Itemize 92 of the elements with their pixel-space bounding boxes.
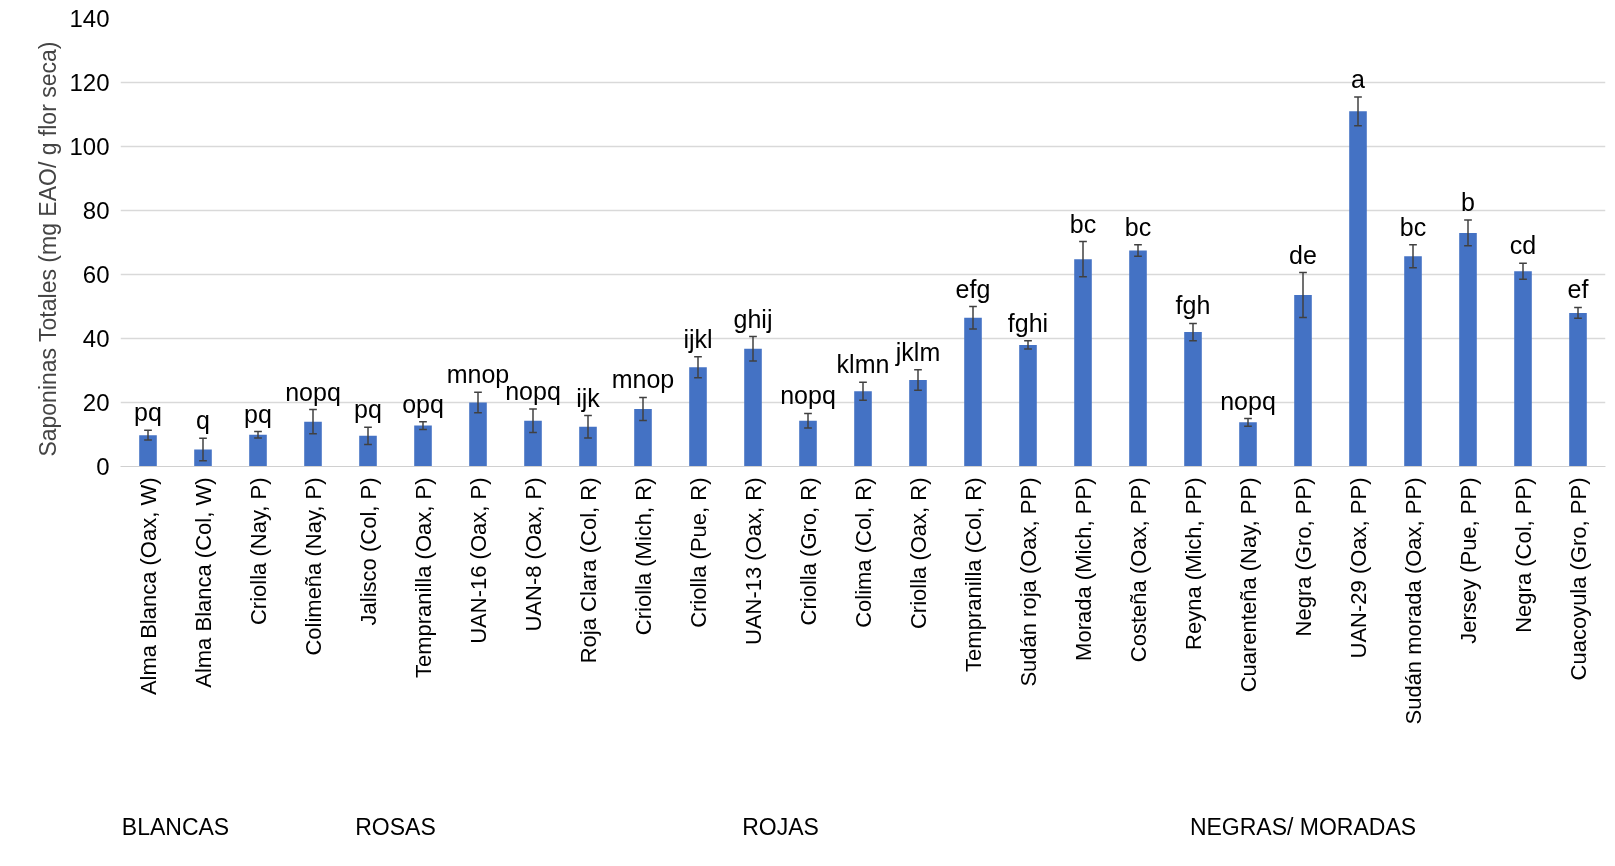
x-tick-label: Negra (Gro, PP) (1290, 477, 1316, 637)
data-label: ef (1567, 275, 1589, 304)
x-tick-label: Criolla (Oax, R) (905, 477, 931, 630)
x-tick-label: Criolla (Mich, R) (630, 477, 656, 636)
text: ROSAS (355, 813, 436, 840)
bar (1349, 111, 1367, 467)
bar (194, 449, 212, 467)
x-tick-label: Roja Clara (Col, R) (575, 477, 601, 664)
data-label: pq (244, 399, 272, 428)
bar (414, 425, 432, 467)
x-tick-label: Alma Blanca (Oax, W) (135, 477, 161, 696)
data-label: fghi (1007, 308, 1049, 337)
data-label: nopq (780, 381, 836, 410)
x-tick-label: Jalisco (Col, P) (355, 477, 381, 626)
x-tick-label: UAN-13 (Oax, R) (740, 477, 766, 645)
x-tick-label: Criolla (Gro, R) (795, 477, 821, 626)
bar (1404, 256, 1422, 467)
x-tick-label: Colima (Col, R) (850, 477, 876, 628)
data-label: klmn (836, 350, 890, 379)
y-tick-label: 100 (69, 133, 110, 160)
x-tick-label: Criolla (Nay, P) (245, 477, 271, 625)
x-tick-label: Colimeña (Nay, P) (300, 477, 326, 656)
data-label: pq (354, 395, 382, 424)
x-tick-label: Criolla (Pue, R) (685, 477, 711, 628)
data-label: ijkl (683, 324, 713, 353)
y-tick-label: 20 (82, 389, 110, 416)
bar (1019, 344, 1037, 467)
bar (799, 420, 817, 467)
y-tick-label: 40 (82, 325, 110, 352)
x-tick-label: Tempranilla (Oax, P) (410, 477, 436, 678)
text: BLANCAS (121, 813, 230, 840)
bar (744, 348, 762, 467)
bar (1294, 294, 1312, 467)
data-label: a (1351, 64, 1366, 93)
x-tick-label: UAN-8 (Oax, P) (520, 477, 546, 632)
x-tick-label: Sudán morada (Oax, PP) (1400, 477, 1426, 725)
data-label: pq (134, 398, 162, 427)
y-tick-label: 140 (69, 5, 110, 32)
y-tick-label: 80 (82, 197, 110, 224)
data-label: mnop (611, 365, 675, 394)
y-tick-label: 0 (96, 453, 110, 480)
data-label: ghij (733, 304, 773, 333)
bar (1459, 232, 1477, 467)
bar (469, 402, 487, 467)
x-tick-label: Tempranilla (Col, R) (960, 477, 986, 672)
y-tick-label: 60 (82, 261, 110, 288)
bar (1184, 332, 1202, 467)
bar (1074, 259, 1092, 467)
bar (1569, 312, 1587, 467)
x-tick-label: Costeña (Oax, PP) (1125, 477, 1151, 663)
bar (634, 408, 652, 467)
bar (909, 380, 927, 467)
bar (579, 426, 597, 467)
data-label: cd (1509, 231, 1537, 260)
x-tick-label: Sudán roja (Oax, PP) (1015, 477, 1041, 687)
data-label: ijk (576, 383, 601, 412)
y-tick-label: 120 (69, 69, 110, 96)
y-axis-title: Saponinas Totales (mg EAO/ g flor seca) (35, 41, 62, 457)
bar (1239, 422, 1257, 467)
x-tick-label: Jersey (Pue, PP) (1455, 477, 1481, 644)
data-label: de (1289, 240, 1317, 269)
bar (854, 391, 872, 467)
bar (1514, 271, 1532, 467)
x-tick-label: Cuarenteña (Nay, PP) (1235, 477, 1261, 693)
x-tick-label: Morada (Mich, PP) (1070, 477, 1096, 661)
bar (524, 420, 542, 467)
data-label: q (196, 406, 210, 435)
data-label: efg (955, 274, 991, 303)
x-tick-label: Negra (Col, PP) (1510, 477, 1536, 633)
bar (139, 435, 157, 467)
text: ROJAS (742, 813, 819, 840)
data-label: b (1461, 188, 1475, 217)
data-label: nopq (285, 377, 341, 406)
data-label: opq (402, 389, 444, 418)
text: NEGRAS/ MORADAS (1189, 813, 1417, 840)
x-tick-label: Alma Blanca (Col, W) (190, 477, 216, 688)
data-label: fgh (1175, 291, 1211, 320)
data-label: bc (1399, 212, 1427, 241)
data-label: bc (1069, 209, 1097, 238)
x-tick-label: UAN-16 (Oax, P) (465, 477, 491, 644)
data-label: nopq (1220, 386, 1276, 415)
bar (964, 317, 982, 467)
data-label: bc (1124, 212, 1152, 241)
x-tick-label: Cuacoyula (Gro, PP) (1565, 477, 1591, 681)
x-tick-label: UAN-29 (Oax, PP) (1345, 477, 1371, 659)
data-label: jklm (894, 337, 941, 366)
bar (689, 367, 707, 467)
bar (359, 435, 377, 467)
x-tick-label: Reyna (Mich, PP) (1180, 477, 1206, 650)
bar (249, 434, 267, 467)
bar (1129, 250, 1147, 467)
bar (304, 421, 322, 467)
